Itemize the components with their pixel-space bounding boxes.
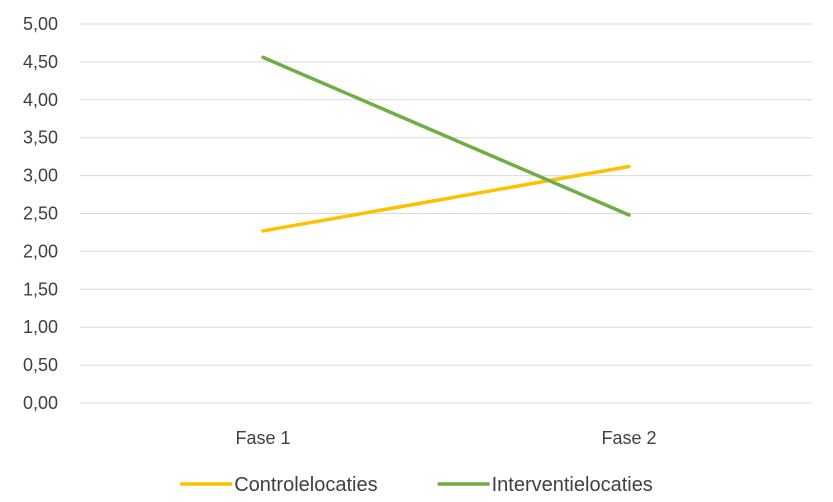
legend-label-0: Controlelocaties — [234, 474, 377, 496]
series-lines — [261, 55, 631, 233]
gridlines — [80, 23, 812, 404]
y-tick-label: 4,50 — [23, 52, 58, 72]
y-tick-label: 3,50 — [23, 128, 58, 148]
x-tick-label: Fase 2 — [601, 428, 656, 448]
y-axis-ticks: 0,00 0,50 1,00 1,50 2,00 2,50 3,00 3,50 4,00 4,50… — [23, 14, 58, 413]
y-tick-label: 0,00 — [23, 393, 58, 413]
series-line-0 — [261, 164, 631, 233]
legend: Controlelocaties Interventielocaties — [180, 474, 653, 496]
y-tick-label: 2,00 — [23, 241, 58, 261]
y-tick-label: 3,00 — [23, 166, 58, 186]
series-line-1 — [261, 55, 631, 217]
y-tick-label: 2,50 — [23, 204, 58, 224]
y-tick-label: 1,00 — [23, 317, 58, 337]
x-axis-ticks: Fase 1 Fase 2 — [235, 428, 656, 448]
x-tick-label: Fase 1 — [235, 428, 290, 448]
y-tick-label: 5,00 — [23, 14, 58, 34]
y-tick-label: 0,50 — [23, 355, 58, 375]
legend-label-1: Interventielocaties — [492, 474, 653, 496]
y-tick-label: 4,00 — [23, 90, 58, 110]
y-tick-label: 1,50 — [23, 279, 58, 299]
